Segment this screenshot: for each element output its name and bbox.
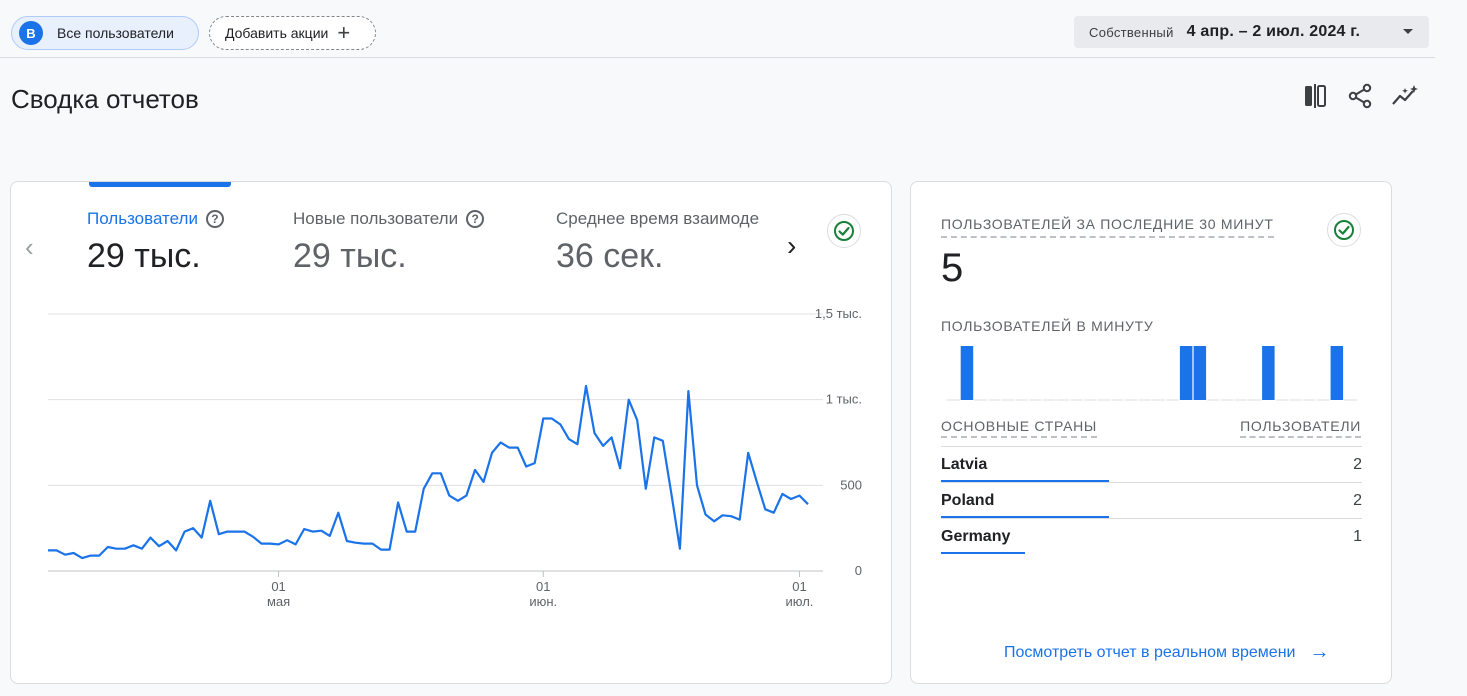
metric-value-new-users: 29 тыс. <box>293 237 407 275</box>
country-name: Germany <box>941 528 1011 545</box>
overview-card: ‹ Пользователи ? 29 тыс. Новые пользоват… <box>10 181 892 684</box>
chevron-right-icon[interactable]: › <box>787 230 797 261</box>
metric-label-users-text: Пользователи <box>87 209 198 228</box>
country-users: 1 <box>1353 528 1362 545</box>
realtime-value: 5 <box>941 246 964 290</box>
active-tab-indicator <box>89 182 231 187</box>
segment-chip[interactable]: В Все пользователи <box>11 16 199 50</box>
metric-label-engagement-time-text: Среднее время взаимоде <box>556 209 760 228</box>
minute-bar[interactable] <box>1193 346 1207 400</box>
country-name: Poland <box>941 492 995 509</box>
check-circle-icon[interactable] <box>1327 213 1361 247</box>
minute-bar[interactable] <box>1262 346 1275 400</box>
country-share-bar <box>941 552 1026 554</box>
metric-label-users: Пользователи ? <box>87 209 224 229</box>
date-range-value: 4 апр. – 2 июл. 2024 г. <box>1186 23 1361 40</box>
realtime-card: ПОЛЬЗОВАТЕЛЕЙ ЗА ПОСЛЕДНИЕ 30 МИНУТ 5 ПО… <box>910 181 1392 684</box>
check-circle-icon[interactable] <box>827 214 861 248</box>
add-comparison-button[interactable]: Добавить акции + <box>209 16 376 50</box>
arrow-right-icon: → <box>1309 641 1330 663</box>
metric-label-new-users-text: Новые пользователи <box>293 209 459 228</box>
per-minute-label: ПОЛЬЗОВАТЕЛЕЙ В МИНУТУ <box>941 318 1154 334</box>
insights-icon[interactable] <box>1389 80 1421 112</box>
series-line-users[interactable] <box>48 384 809 560</box>
country-name: Latvia <box>941 456 988 473</box>
y-tick-label: 1,5 тыс. <box>815 306 862 321</box>
metric-label-engagement-time: Среднее время взаимоде <box>556 209 759 229</box>
metric-label-new-users: Новые пользователи ? <box>293 209 485 229</box>
top-bar: В Все пользователи Добавить акции + Собс… <box>0 0 1435 58</box>
segment-avatar: В <box>19 21 43 45</box>
x-tick-month: июл. <box>785 594 813 609</box>
y-tick-label: 0 <box>855 563 862 578</box>
segment-label: Все пользователи <box>57 25 174 41</box>
minute-bar[interactable] <box>1330 346 1344 400</box>
y-tick-label: 500 <box>840 477 862 492</box>
minute-bar[interactable] <box>960 346 974 400</box>
metric-value-users: 29 тыс. <box>87 237 201 275</box>
x-tick-day: 01 <box>536 579 550 594</box>
users-header[interactable]: ПОЛЬЗОВАТЕЛИ <box>1240 418 1361 438</box>
share-icon[interactable] <box>1344 80 1376 112</box>
countries-header[interactable]: ОСНОВНЫЕ СТРАНЫ <box>941 418 1098 438</box>
view-realtime-link[interactable]: Посмотреть отчет в реальном времени → <box>1004 641 1329 664</box>
view-realtime-label: Посмотреть отчет в реальном времени <box>1004 643 1296 661</box>
help-icon[interactable]: ? <box>466 210 485 228</box>
x-tick-month: мая <box>267 594 290 609</box>
country-users: 2 <box>1353 492 1362 509</box>
date-range-selector[interactable]: Собственный 4 апр. – 2 июл. 2024 г. <box>1074 16 1429 48</box>
country-users: 2 <box>1353 456 1362 473</box>
add-comparison-label: Добавить акции <box>225 25 329 41</box>
x-tick-month: июн. <box>529 594 557 609</box>
country-row: Latvia 2 <box>941 446 1362 482</box>
metric-tab-users[interactable]: Пользователи ? 29 тыс. <box>87 209 224 276</box>
country-row: Poland 2 <box>941 482 1362 518</box>
plus-icon: + <box>337 20 351 45</box>
page-title: Сводка отчетов <box>11 84 199 114</box>
realtime-title[interactable]: ПОЛЬЗОВАТЕЛЕЙ ЗА ПОСЛЕДНИЕ 30 МИНУТ <box>941 216 1274 238</box>
per-minute-bar-chart <box>947 346 1357 401</box>
metric-value-engagement-time: 36 сек. <box>556 237 664 275</box>
minute-bar[interactable] <box>1179 346 1193 400</box>
metric-tab-new-users[interactable]: Новые пользователи ? 29 тыс. <box>293 209 485 276</box>
country-share-bar <box>941 516 1110 518</box>
country-share-bar <box>941 480 1110 482</box>
help-icon[interactable]: ? <box>205 210 224 228</box>
metric-tab-engagement-time[interactable]: Среднее время взаимоде 36 сек. <box>556 209 759 276</box>
chevron-left-icon[interactable]: ‹ <box>25 232 34 262</box>
x-tick-day: 01 <box>271 579 285 594</box>
country-row: Germany 1 <box>941 518 1362 554</box>
compare-columns-icon[interactable] <box>1299 80 1331 112</box>
x-tick-day: 01 <box>792 579 806 594</box>
chevron-down-icon <box>1403 29 1413 34</box>
y-tick-label: 1 тыс. <box>826 392 862 407</box>
date-range-mode: Собственный <box>1089 24 1174 40</box>
